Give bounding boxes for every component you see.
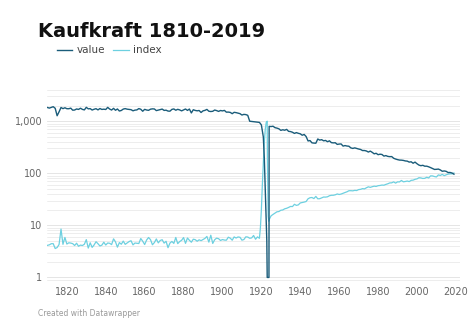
Line: value: value — [47, 107, 454, 277]
index — [451, 171, 457, 175]
value — [264, 275, 270, 279]
value — [354, 147, 359, 151]
Text: Created with Datawrapper: Created with Datawrapper — [38, 309, 140, 318]
Legend: value, index: value, index — [53, 41, 166, 59]
index — [52, 247, 58, 250]
index — [140, 239, 146, 243]
value — [165, 109, 171, 113]
value — [50, 105, 56, 108]
value — [45, 106, 50, 109]
index — [45, 243, 50, 247]
value — [97, 107, 103, 110]
index — [165, 246, 171, 250]
index — [171, 241, 177, 245]
Text: Kaufkraft 1810-2019: Kaufkraft 1810-2019 — [38, 22, 265, 41]
value — [70, 108, 75, 112]
index — [191, 237, 196, 241]
index — [173, 236, 179, 239]
value — [451, 172, 457, 176]
index — [264, 119, 270, 123]
value — [191, 108, 196, 112]
value — [212, 108, 218, 112]
Line: index: index — [47, 121, 454, 248]
index — [383, 182, 389, 186]
